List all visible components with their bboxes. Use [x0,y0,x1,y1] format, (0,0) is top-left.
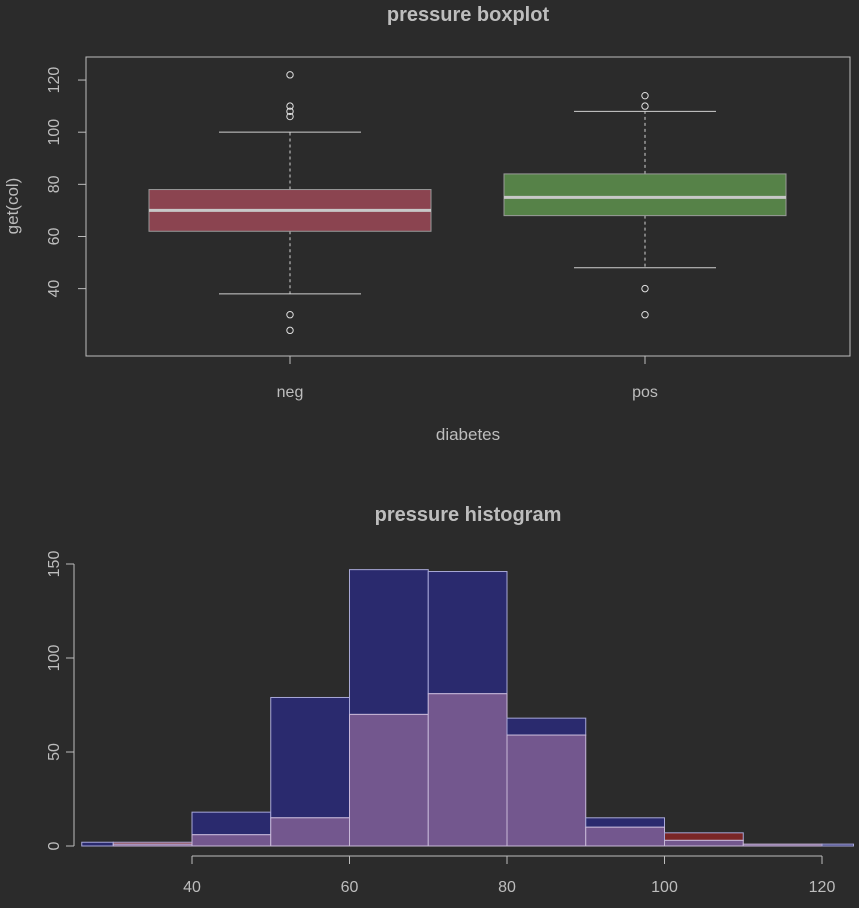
x-tick-label: 60 [341,879,359,896]
boxplot-y-label: get(col) [3,178,22,235]
y-tick-label: 40 [46,280,63,298]
histogram-bar [664,832,744,841]
histogram-bar-overlap [427,693,508,847]
boxplot-title: pressure boxplot [387,4,550,26]
histogram-bar [270,696,350,819]
histogram-bar [81,841,114,847]
histogram-bar-overlap [585,826,665,847]
histogram-bar [349,569,429,715]
boxplot-x-axis: neg pos [277,356,658,401]
y-tick-label: 100 [46,119,63,146]
x-tick-label: 80 [498,879,516,896]
outlier-point [641,284,649,293]
histogram-bar [585,817,665,828]
boxplot-y-axis: 40 60 80 100 120 [46,67,86,298]
histogram-bar-overlap [742,843,823,847]
histogram-bar-overlap [664,839,744,847]
boxplot-chart: pressure boxplot 40 60 80 100 120 neg pos dia… [3,4,851,444]
y-tick-label: 120 [46,67,63,94]
histogram-bar [427,571,508,695]
outlier-point [286,107,294,116]
y-tick-label: 80 [46,175,63,193]
outlier-point [641,311,649,319]
histogram-bar-overlap [191,834,272,847]
y-tick-label: 50 [46,743,63,761]
outlier-point [286,71,294,79]
histogram-bar [821,843,854,847]
box-pos [503,173,787,217]
outlier-point [286,326,294,335]
histogram-y-axis: 0 50 100 150 [46,551,75,850]
y-tick-label: 0 [46,841,63,850]
histogram-chart: pressure histogram 0 50 100 150 40 60 80 100 12… [46,504,854,896]
outlier-point [641,91,649,100]
histogram-bar [506,717,587,736]
y-tick-label: 100 [46,645,63,672]
y-tick-label: 60 [46,227,63,245]
x-tick-label: 100 [651,879,678,896]
histogram-bar-overlap [270,817,350,847]
outlier-point [641,102,649,110]
boxplot-marks [148,71,787,335]
x-tick-label: 40 [183,879,201,896]
histogram-bar-overlap [506,734,587,847]
x-tick-label: pos [632,384,658,401]
outlier-point [286,112,294,121]
boxplot-x-label: diabetes [436,425,500,444]
histogram-marks [81,569,854,847]
x-tick-label: neg [277,384,304,401]
x-tick-label: 120 [809,879,836,896]
histogram-bar-overlap [349,713,429,847]
histogram-bar [191,811,272,836]
outlier-point [286,102,294,110]
y-tick-label: 150 [46,551,63,578]
histogram-bar-overlap [112,843,193,847]
histogram-title: pressure histogram [375,504,562,526]
histogram-x-axis: 40 60 80 100 120 [183,855,836,896]
outlier-point [286,311,294,319]
